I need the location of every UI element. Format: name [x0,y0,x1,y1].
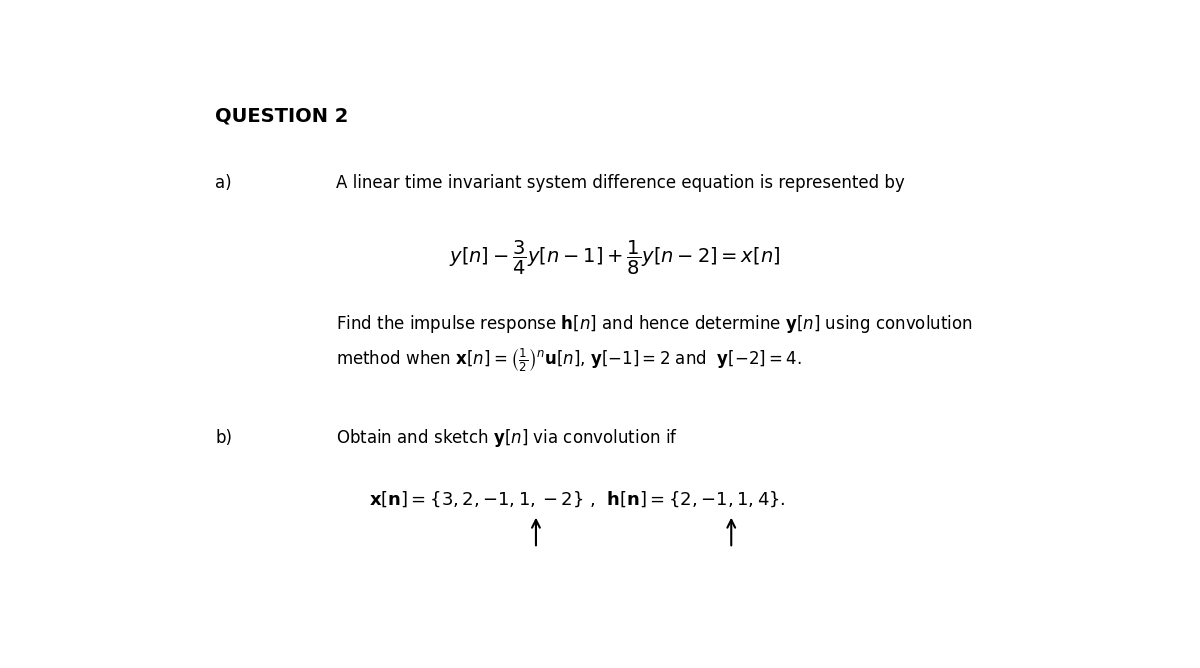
Text: Find the impulse response $\mathbf{h}[n]$ and hence determine $\mathbf{y}[n]$ us: Find the impulse response $\mathbf{h}[n]… [336,313,973,335]
Text: $y[n] - \dfrac{3}{4}y[n-1] + \dfrac{1}{8}y[n-2] = x[n]$: $y[n] - \dfrac{3}{4}y[n-1] + \dfrac{1}{8… [449,238,781,277]
Text: method when $\mathbf{x}[n] = \left(\frac{1}{2}\right)^{n}\mathbf{u}[n]$, $\mathb: method when $\mathbf{x}[n] = \left(\frac… [336,347,802,374]
Text: Obtain and sketch $\mathbf{y}[n]$ via convolution if: Obtain and sketch $\mathbf{y}[n]$ via co… [336,427,678,449]
Text: a): a) [215,174,232,192]
Text: QUESTION 2: QUESTION 2 [215,107,348,126]
Text: A linear time invariant system difference equation is represented by: A linear time invariant system differenc… [336,174,905,192]
Text: b): b) [215,429,232,447]
Text: $\mathbf{x}[\mathbf{n}] = \{3, 2, {-1}, 1, -2\}$ ,  $\mathbf{h}[\mathbf{n}] = \{: $\mathbf{x}[\mathbf{n}] = \{3, 2, {-1}, … [368,490,785,509]
